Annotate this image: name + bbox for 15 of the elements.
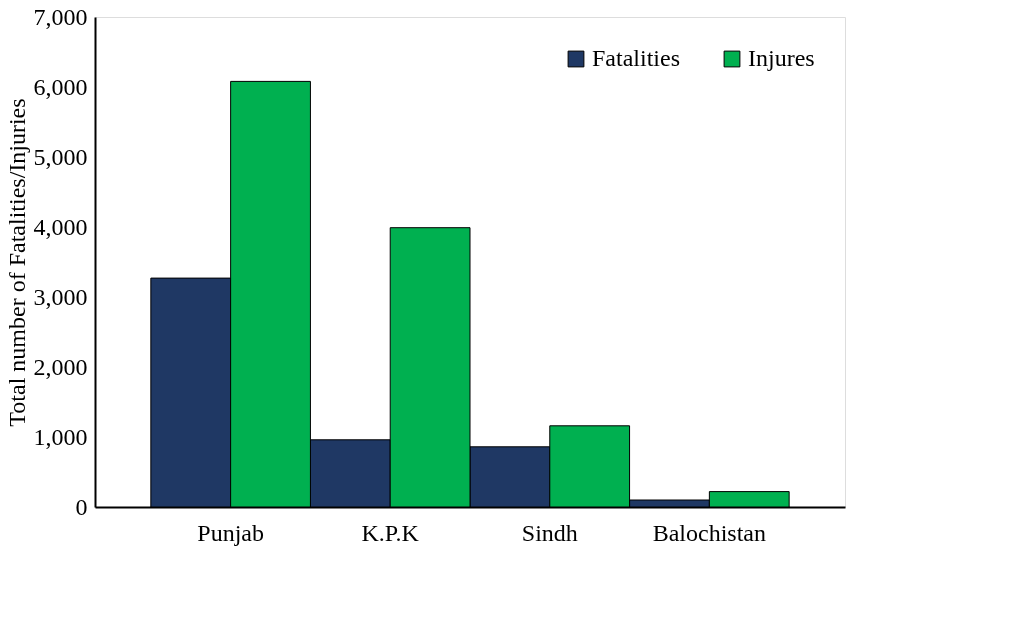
x-tick-label: Balochistan bbox=[652, 519, 767, 546]
y-tick-label: 2,000 bbox=[33, 353, 88, 380]
x-tick-label: Punjab bbox=[197, 519, 264, 546]
y-tick-label: 7,000 bbox=[33, 3, 88, 30]
legend-label: Injures bbox=[748, 45, 815, 71]
y-tick-label: 3,000 bbox=[33, 283, 88, 310]
y-tick-label: 4,000 bbox=[33, 213, 88, 240]
legend-label: Fatalities bbox=[592, 45, 680, 71]
x-tick-label: K.P.K bbox=[361, 519, 420, 546]
y-tick-label: 6,000 bbox=[33, 73, 88, 100]
y-tick-label: 0 bbox=[75, 493, 88, 520]
x-tick-label: Sindh bbox=[521, 519, 578, 546]
y-tick-label: 5,000 bbox=[33, 143, 88, 170]
y-tick-label: 1,000 bbox=[33, 423, 88, 450]
y-axis-title: Total number of Fatalities/Injuries bbox=[3, 98, 30, 427]
